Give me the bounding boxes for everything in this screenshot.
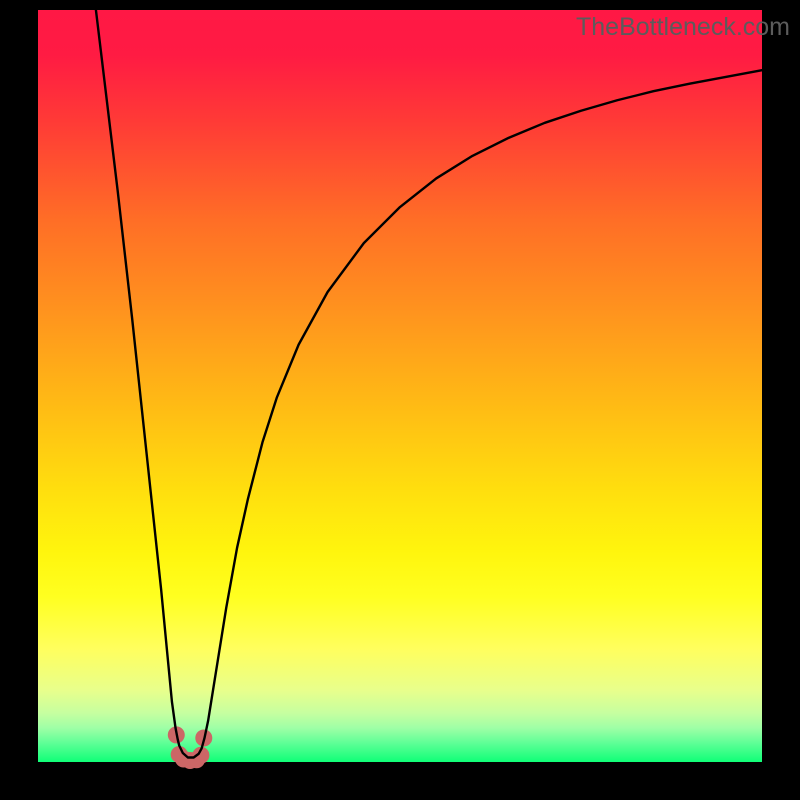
curve-layer: [38, 10, 762, 762]
plot-area: [38, 10, 762, 762]
chart-outer-frame: TheBottleneck.com: [0, 0, 800, 800]
watermark-text: TheBottleneck.com: [576, 13, 790, 42]
bottleneck-curve: [96, 10, 762, 757]
